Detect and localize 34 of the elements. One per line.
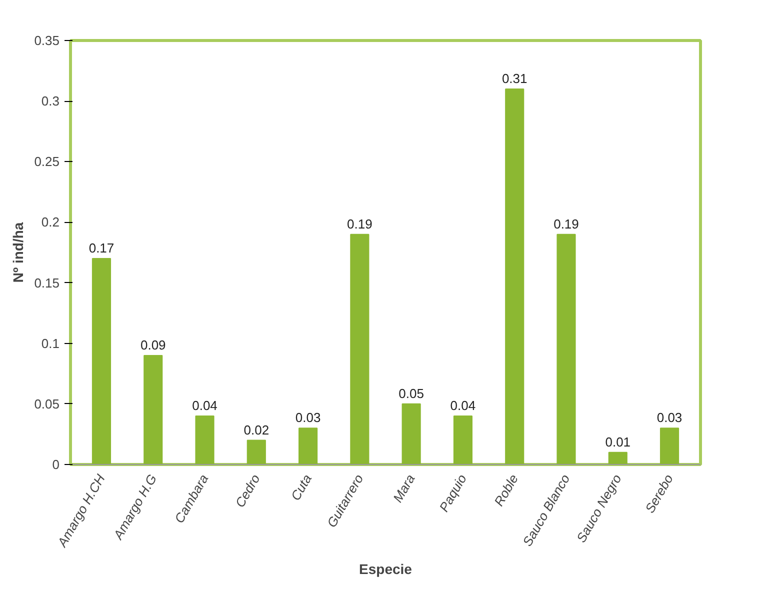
bar — [402, 403, 421, 464]
data-label: 0.04 — [192, 398, 218, 414]
data-label: 0.19 — [554, 216, 579, 232]
y-tick-label: 0.35 — [34, 33, 60, 48]
bar — [453, 416, 472, 464]
data-label: 0.02 — [244, 422, 270, 438]
data-label: 0.05 — [398, 386, 424, 401]
y-tick-label: 0.25 — [34, 154, 60, 170]
y-tick-label: 0.1 — [41, 336, 60, 351]
bar — [505, 88, 524, 464]
bar — [144, 354, 163, 464]
bar — [298, 428, 318, 464]
bar — [608, 452, 628, 464]
bar — [350, 234, 370, 464]
y-tick-label: 0 — [52, 457, 60, 472]
data-label: 0.01 — [605, 434, 631, 450]
data-label: 0.09 — [140, 337, 166, 352]
y-tick-label: 0.05 — [34, 396, 60, 412]
data-label: 0.17 — [88, 240, 114, 256]
x-axis-title: Especie — [359, 561, 412, 578]
bar — [92, 258, 112, 464]
data-label: 0.03 — [656, 410, 682, 426]
data-label: 0.31 — [502, 70, 528, 86]
y-tick-label: 0.3 — [41, 94, 60, 109]
bar — [246, 440, 266, 464]
data-label: 0.04 — [450, 398, 476, 414]
data-label: 0.19 — [347, 216, 372, 232]
bar — [556, 234, 576, 464]
y-axis-title: Nº ind/ha — [10, 222, 26, 283]
bar — [660, 428, 680, 464]
y-tick-label: 0.2 — [41, 214, 60, 230]
data-label: 0.03 — [295, 410, 321, 426]
y-tick-label: 0.15 — [34, 275, 60, 290]
bar — [195, 416, 214, 464]
